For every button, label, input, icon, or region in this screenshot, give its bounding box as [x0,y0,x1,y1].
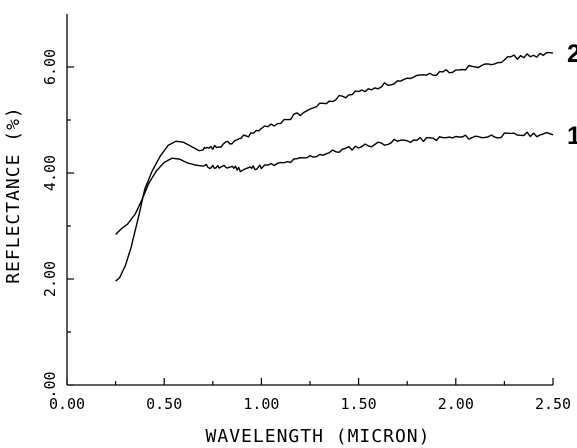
y-tick-label-2: 4.00 [41,155,59,191]
series-lines [115,51,554,282]
y-tick-label-3: 6.00 [41,49,59,85]
series-labels: 12 [567,40,577,150]
x-tick-label-0: 0.00 [49,395,85,413]
y-ticks: .00 2.00 4.00 6.00 [41,49,74,399]
y-axis-title: REFLECTANCE (%) [3,106,24,284]
series-line-1 [115,131,554,235]
x-ticks: 0.00 0.50 1.00 1.50 2.00 2.50 [49,378,571,413]
y-tick-label-1: 2.00 [41,261,59,297]
x-tick-label-5: 2.50 [535,395,571,413]
x-axis-title: WAVELENGTH (MICRON) [206,426,431,447]
series-line-2 [115,51,554,282]
x-tick-label-3: 1.50 [341,395,377,413]
series-label-2: 2 [567,40,577,68]
axes [66,14,553,386]
series-label-1: 1 [567,122,577,150]
x-tick-label-2: 1.00 [243,395,279,413]
y-tick-label-0: .00 [41,371,59,398]
x-tick-label-1: 0.50 [146,395,182,413]
x-tick-label-4: 2.00 [438,395,474,413]
